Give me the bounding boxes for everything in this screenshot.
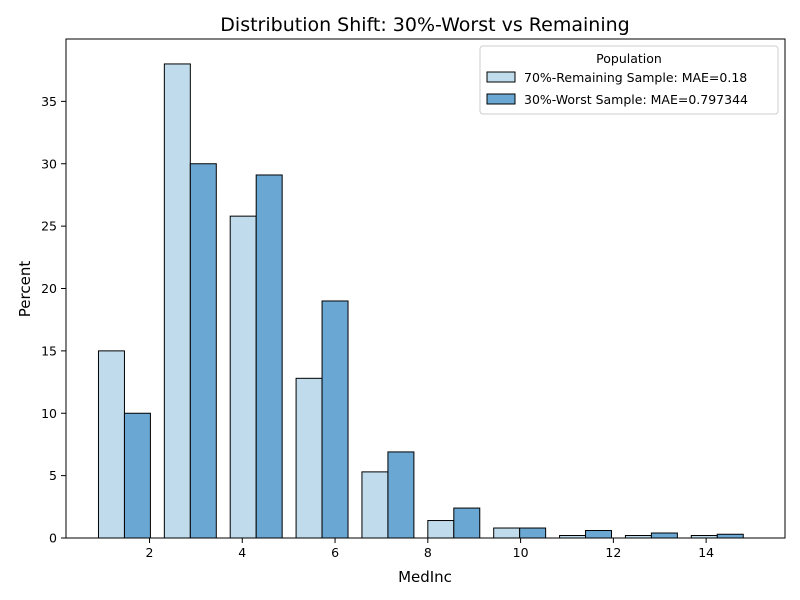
- x-axis-label: MedInc: [398, 568, 452, 586]
- bar-series-1-bin-3: [321, 300, 349, 539]
- bar-series-1-bin-6: [519, 527, 547, 539]
- y-tick-label: 35: [41, 94, 57, 109]
- bar-series-0-bin-3: [295, 377, 323, 539]
- y-tick-label: 15: [41, 343, 57, 358]
- y-tick-label: 30: [41, 156, 57, 171]
- bar-series-1-bin-0: [123, 412, 151, 539]
- legend-swatch-worst: [486, 93, 516, 105]
- y-ticks: 0 5 10 15 20 25 30 35: [41, 94, 66, 546]
- y-tick-label: 20: [41, 281, 57, 296]
- x-tick-label: 10: [513, 545, 529, 560]
- bars: [97, 63, 744, 539]
- bar-series-0-bin-4: [361, 471, 389, 539]
- bar-series-0-bin-1: [163, 63, 191, 539]
- x-tick-label: 12: [605, 545, 621, 560]
- legend-box: [479, 45, 779, 115]
- bar-series-1-bin-2: [255, 174, 283, 539]
- x-ticks: 2 4 6 8 10 12 14: [146, 538, 714, 560]
- x-tick-label: 14: [698, 545, 714, 560]
- y-tick-label: 5: [49, 468, 57, 483]
- bar-series-0-bin-6: [493, 527, 521, 539]
- plot-frame: [65, 38, 786, 539]
- bar-series-1-bin-8: [650, 532, 678, 539]
- x-tick-label: 2: [146, 545, 154, 560]
- x-tick-label: 8: [424, 545, 432, 560]
- legend-title: Population: [596, 51, 662, 66]
- legend-label-remaining: 70%-Remaining Sample: MAE=0.18: [524, 70, 747, 85]
- legend-label-worst: 30%-Worst Sample: MAE=0.797344: [524, 92, 748, 107]
- y-tick-label: 0: [49, 531, 57, 546]
- bar-series-1-bin-5: [453, 507, 481, 539]
- chart-title: Distribution Shift: 30%-Worst vs Remaini…: [220, 14, 629, 36]
- bar-series-0-bin-5: [427, 520, 455, 539]
- bar-series-1-bin-4: [387, 451, 415, 539]
- bar-series-1-bin-1: [189, 163, 217, 539]
- x-tick-label: 4: [238, 545, 246, 560]
- bar-series-1-bin-7: [585, 530, 613, 539]
- bar-series-1-bin-9: [716, 533, 744, 539]
- y-tick-label: 25: [41, 219, 57, 234]
- x-tick-label: 6: [331, 545, 339, 560]
- y-tick-label: 10: [41, 406, 57, 421]
- bar-series-0-bin-0: [97, 350, 125, 539]
- legend-swatch-remaining: [486, 71, 516, 83]
- legend: Population 70%-Remaining Sample: MAE=0.1…: [479, 45, 779, 115]
- bar-series-0-bin-2: [229, 215, 257, 539]
- y-axis-label: Percent: [16, 261, 34, 318]
